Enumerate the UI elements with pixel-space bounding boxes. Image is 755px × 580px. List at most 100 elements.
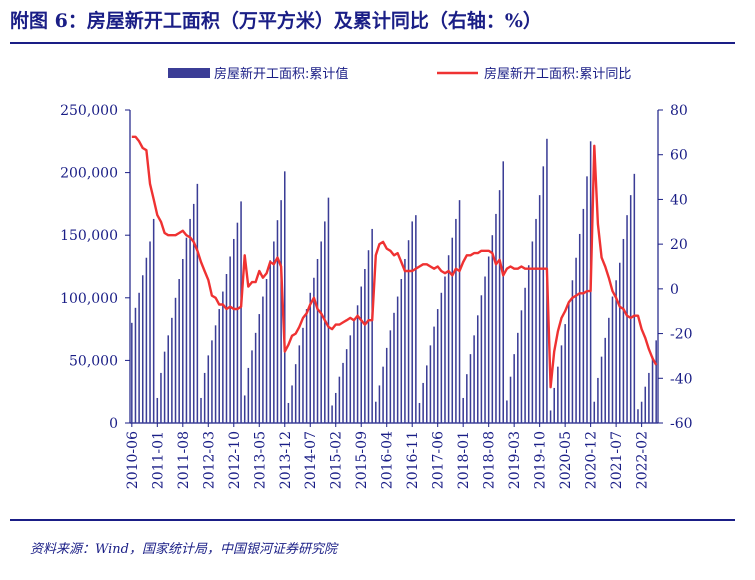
legend-line-label: 房屋新开工面积:累计同比	[484, 66, 631, 82]
bar-mark	[633, 173, 636, 423]
bar-mark	[597, 377, 599, 423]
left-axis-tick-label: 0	[109, 416, 118, 432]
bar-mark	[222, 291, 224, 423]
x-axis-tick-label: 2018-08	[482, 431, 498, 489]
x-axis-tick-label: 2022-02	[635, 431, 651, 489]
bar-mark	[353, 320, 355, 423]
bar-mark	[578, 233, 581, 423]
bar-mark	[338, 376, 341, 423]
source-note: 资料来源：Wind，国家统计局，中国银河证券研究院	[30, 542, 337, 557]
bar-mark	[422, 382, 424, 423]
bar-mark	[444, 276, 446, 423]
bar-mark	[327, 197, 330, 423]
bar-mark	[218, 309, 220, 423]
left-axis-tick-label: 250,000	[60, 103, 118, 119]
figure-title: 附图 6：房屋新开工面积（万平方米）及累计同比（右轴：%）	[10, 10, 542, 32]
x-axis-tick-label: 2012-03	[201, 431, 217, 489]
bar-mark	[458, 200, 461, 423]
bar-mark	[134, 307, 137, 423]
bar-mark	[480, 295, 483, 423]
bar-mark	[593, 401, 596, 423]
bar-mark	[520, 310, 523, 423]
bar-mark	[258, 314, 261, 423]
left-axis-tick-label: 200,000	[60, 166, 118, 182]
bar-mark	[487, 256, 490, 423]
bar-mark	[604, 337, 606, 423]
bar-mark	[163, 351, 166, 423]
x-axis-tick-label: 2015-02	[329, 431, 345, 489]
bar-mark	[185, 237, 188, 423]
x-axis-tick-label: 2011-01	[150, 431, 166, 489]
x-axis-tick-label: 2015-09	[354, 431, 370, 489]
bar-mark	[404, 258, 406, 423]
bar-mark	[644, 386, 647, 423]
bar-mark	[491, 235, 494, 423]
bar-mark	[207, 355, 210, 423]
bar-mark	[527, 265, 530, 423]
bar-mark	[131, 322, 133, 423]
left-axis-tick-label: 100,000	[60, 291, 118, 307]
bar-mark	[378, 385, 381, 423]
x-axis-tick-label: 2013-12	[278, 431, 294, 489]
bar-mark	[240, 201, 242, 423]
right-axis-tick-label: -60	[670, 416, 693, 432]
bar-mark	[229, 256, 231, 423]
bar-mark	[141, 275, 144, 423]
x-axis-tick-label: 2010-06	[125, 431, 141, 489]
bar-mark	[167, 335, 169, 423]
bar-mark	[334, 392, 337, 423]
x-axis-tick-label: 2014-07	[303, 431, 319, 489]
bar-mark	[393, 312, 395, 423]
bar-mark	[582, 208, 585, 423]
bar-mark	[342, 362, 344, 423]
bar-mark	[418, 402, 421, 423]
bar-mark	[236, 222, 239, 423]
bar-mark	[160, 372, 162, 423]
bar-mark	[640, 401, 643, 423]
yoy-line	[131, 135, 658, 389]
bar-mark	[302, 327, 304, 423]
right-axis-tick-label: 0	[670, 282, 679, 298]
bar-mark	[473, 335, 475, 423]
bar-mark	[415, 215, 417, 423]
bar-mark	[615, 280, 617, 423]
bar-mark	[203, 372, 206, 423]
bar-mark	[283, 171, 286, 423]
bar-mark	[356, 305, 359, 423]
bar-mark	[469, 354, 472, 423]
bar-mark	[225, 274, 228, 423]
bar-mark	[433, 326, 435, 423]
bar-mark	[608, 317, 610, 423]
bar-mark	[517, 332, 519, 423]
bar-mark	[466, 374, 468, 423]
x-axis-tick-label: 2011-08	[176, 431, 192, 489]
bar-mark	[447, 255, 450, 423]
bar-mark	[568, 302, 570, 423]
x-axis-tick-label: 2012-10	[227, 431, 243, 489]
bar-mark	[291, 385, 293, 423]
bar-mark	[273, 241, 275, 423]
bar-mark	[411, 221, 413, 423]
bar-mark	[484, 276, 486, 423]
bar-mark	[214, 325, 217, 423]
bar-mark	[509, 376, 512, 423]
bar-mark	[375, 401, 377, 423]
bar-mark	[364, 269, 366, 423]
legend-bar-label: 房屋新开工面积:累计值	[214, 66, 348, 82]
bar-mark	[535, 218, 537, 423]
bottom-divider	[10, 519, 735, 521]
bar-mark	[600, 356, 603, 423]
bar-mark	[182, 258, 184, 423]
bar-mark	[316, 258, 319, 423]
right-axis-tick-label: 80	[670, 103, 688, 119]
x-axis-tick-label: 2018-01	[456, 431, 472, 489]
bar-mark	[429, 345, 432, 423]
bar-mark	[400, 279, 403, 423]
bar-mark	[138, 292, 140, 423]
bar-mark	[538, 195, 541, 423]
bar-mark	[313, 277, 315, 423]
bar-mark	[349, 335, 352, 423]
right-axis-tick-label: -40	[670, 371, 693, 387]
x-axis-tick-label: 2020-05	[558, 431, 574, 489]
bar-mark	[233, 238, 235, 423]
